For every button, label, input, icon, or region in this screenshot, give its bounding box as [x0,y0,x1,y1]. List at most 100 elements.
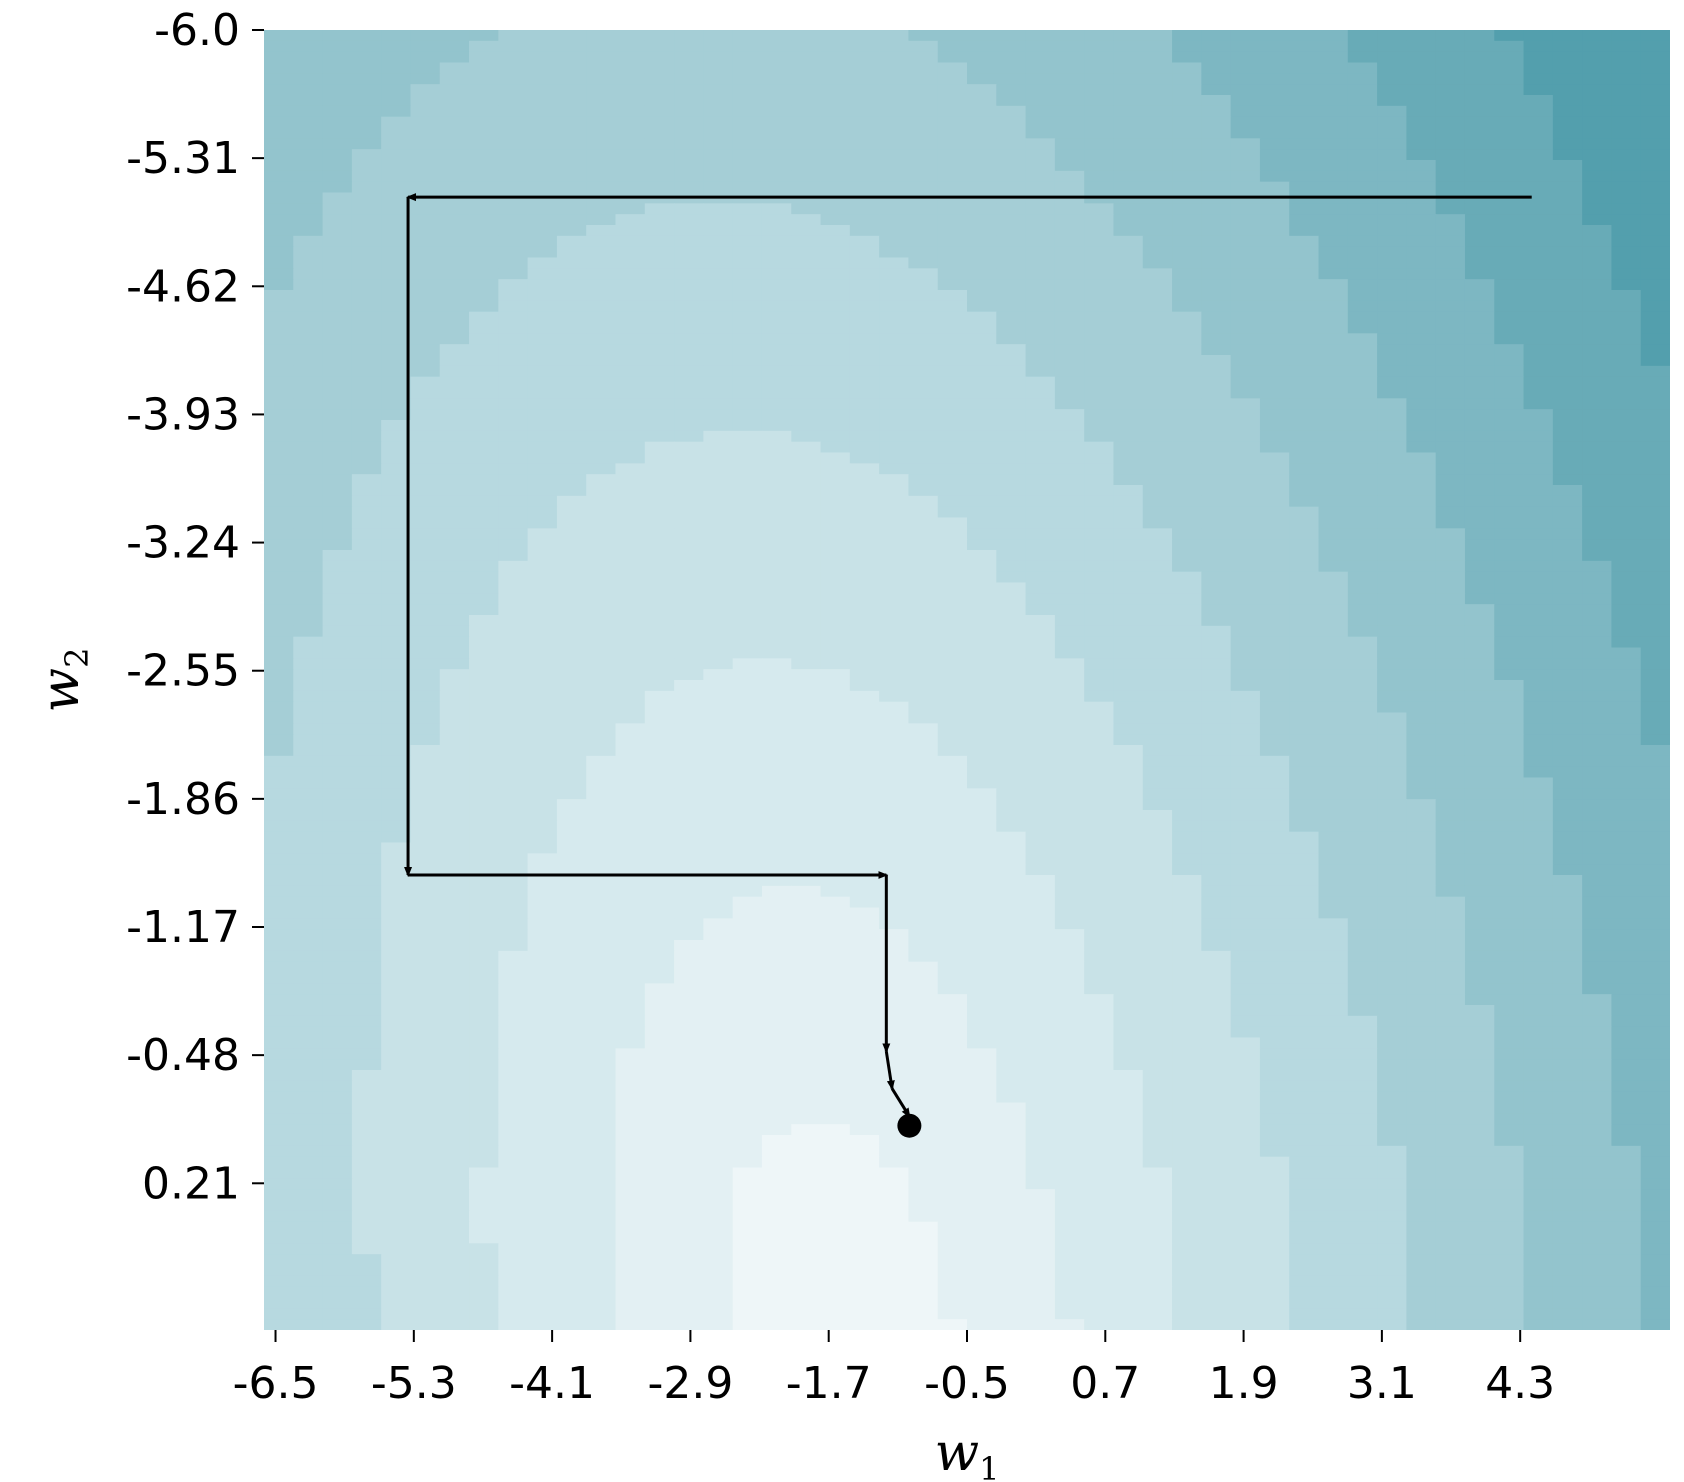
heatmap-cell [879,972,910,984]
heatmap-cell [849,766,880,779]
heatmap-cell [1406,257,1437,269]
heatmap-cell [967,1005,997,1017]
heatmap-cell [1025,853,1056,865]
heatmap-cell [1230,647,1261,659]
heatmap-cell [293,929,324,941]
heatmap-cell [1582,181,1613,194]
heatmap-cell [644,820,675,833]
heatmap-cell [644,983,675,995]
heatmap-cell [410,290,441,302]
heatmap-cell [1142,485,1173,497]
heatmap-cell [1259,322,1290,334]
heatmap-cell [1259,430,1290,443]
heatmap-cell [1172,214,1202,226]
heatmap-cell [498,571,529,584]
heatmap-cell [1025,517,1056,529]
heatmap-cell [293,604,324,616]
heatmap-cell [1142,853,1173,865]
heatmap-cell [937,51,968,64]
heatmap-cell [1611,896,1642,909]
heatmap-cell [1464,647,1495,659]
heatmap-cell [1611,203,1642,215]
heatmap-cell [820,138,851,150]
heatmap-cell [1611,777,1642,789]
heatmap-cell [1172,864,1202,876]
heatmap-cell [1259,1091,1290,1104]
heatmap-cell [1054,1091,1085,1104]
heatmap-cell [1259,810,1290,822]
heatmap-cell [1435,539,1466,551]
heatmap-cell [1464,1048,1495,1060]
heatmap-cell [615,517,646,529]
heatmap-cell [1435,138,1466,150]
heatmap-cell [791,615,822,627]
heatmap-cell [1464,246,1495,259]
heatmap-cell [791,452,822,464]
heatmap-cell [674,647,704,659]
heatmap-cell [293,940,324,952]
heatmap-cell [1142,203,1173,215]
heatmap-cell [527,896,558,909]
heatmap-cell [469,842,499,854]
heatmap-cell [1142,940,1173,952]
heatmap-cell [1084,1091,1115,1104]
heatmap-cell [439,311,470,324]
heatmap-cell [1054,257,1085,269]
heatmap-cell [293,138,324,150]
heatmap-cell [1054,647,1085,659]
heatmap-cell [1172,51,1202,64]
heatmap-cell [937,625,968,638]
heatmap-cell [469,517,499,529]
heatmap-cell [1406,181,1437,194]
heatmap-cell [1259,517,1290,529]
heatmap-cell [879,896,910,909]
heatmap-cell [293,636,324,649]
heatmap-cell [1640,745,1670,757]
heatmap-cell [879,994,910,1006]
heatmap-cell [791,495,822,508]
heatmap-cell [1230,1015,1261,1028]
heatmap-cell [1406,1048,1437,1060]
heatmap-cell [1025,322,1056,334]
heatmap-cell [322,1145,353,1158]
heatmap-cell [527,517,558,529]
heatmap-cell [381,485,412,497]
heatmap-cell [820,950,851,963]
heatmap-cell [1377,181,1407,194]
heatmap-cell [937,907,968,919]
heatmap-cell [1435,73,1466,85]
heatmap-cell [1406,430,1437,443]
heatmap-cell [1318,604,1349,616]
heatmap-cell [1230,582,1261,594]
heatmap-cell [967,95,997,107]
heatmap-cell [732,430,763,443]
heatmap-cell [1084,398,1115,410]
heatmap-cell [1582,84,1613,96]
heatmap-cell [1113,831,1144,844]
heatmap-cell [849,885,880,898]
heatmap-cell [937,311,968,324]
heatmap-cell [732,485,763,497]
heatmap-cell [1552,745,1583,757]
heatmap-cell [1464,604,1495,616]
heatmap-cell [1582,604,1613,616]
heatmap-cell [498,420,529,432]
heatmap-cell [674,571,704,584]
heatmap-cell [498,929,529,941]
heatmap-cell [1494,398,1525,410]
heatmap-cell [820,734,851,746]
heatmap-cell [732,1059,763,1071]
heatmap-cell [937,658,968,670]
heatmap-cell [1289,279,1320,291]
heatmap-cell [1406,712,1437,724]
heatmap-cell [615,225,646,237]
heatmap-cell [1377,463,1407,475]
heatmap-cell [322,1037,353,1049]
heatmap-cell [439,734,470,746]
heatmap-cell [410,1135,441,1147]
heatmap-cell [1172,517,1202,529]
heatmap-cell [996,322,1027,334]
heatmap-cell [527,344,558,356]
heatmap-cell [732,463,763,475]
heatmap-cell [1230,181,1261,194]
